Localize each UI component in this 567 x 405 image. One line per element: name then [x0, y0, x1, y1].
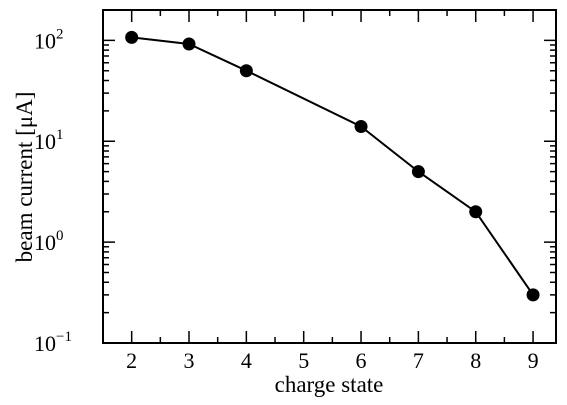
data-point [469, 205, 483, 219]
y-tick-label: 102 [34, 26, 64, 53]
y-tick-label: 10−1 [34, 329, 72, 356]
x-tick-label: 2 [126, 348, 137, 373]
data-point [526, 288, 540, 302]
data-point [182, 37, 196, 51]
x-tick-label: 9 [528, 348, 539, 373]
y-tick-label: 101 [34, 127, 64, 154]
series-layer [125, 30, 540, 302]
x-tick-label: 4 [241, 348, 252, 373]
data-point [411, 165, 425, 179]
data-point [239, 64, 253, 78]
y-tick-exponent: 0 [56, 228, 64, 244]
data-point [125, 30, 139, 44]
x-tick-label: 3 [184, 348, 195, 373]
y-tick-exponent: 1 [56, 127, 64, 143]
x-axis-title: charge state [275, 372, 384, 397]
x-tick-label: 8 [470, 348, 481, 373]
x-tick-label: 5 [298, 348, 309, 373]
series-line [131, 36, 534, 296]
plot-frame [102, 9, 557, 344]
data-point [354, 120, 368, 134]
x-tick-label: 7 [413, 348, 424, 373]
y-tick-exponent: 2 [56, 26, 64, 42]
x-tick-label: 6 [356, 348, 367, 373]
y-tick-exponent: −1 [56, 329, 72, 345]
y-tick-label: 100 [34, 228, 64, 255]
y-axis-title: beam current [μA] [12, 92, 37, 263]
x-axis-ticks: 2 3 4 5 6 7 8 9 [126, 10, 539, 373]
